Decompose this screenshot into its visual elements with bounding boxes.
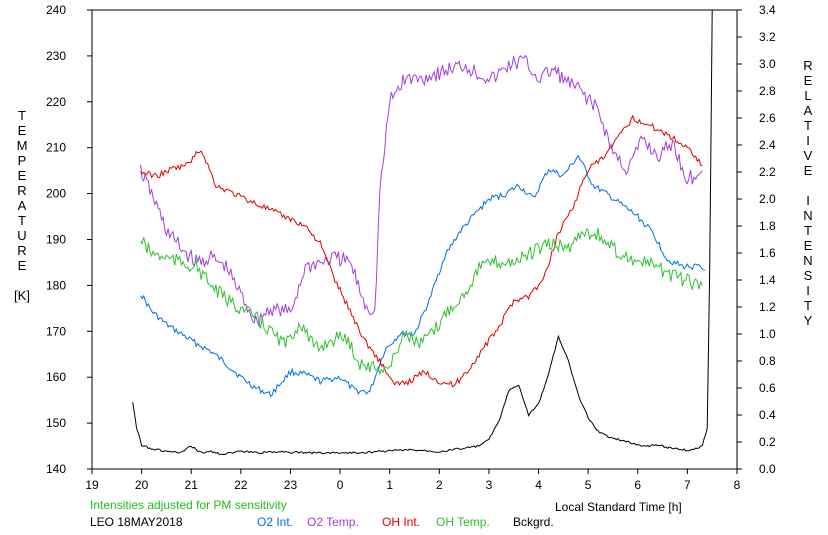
y-right-tick-label: 1.6 bbox=[759, 246, 776, 260]
y-right-tick-label: 0.2 bbox=[759, 435, 776, 449]
series-line-oh-temp bbox=[140, 227, 703, 376]
y-left-tick-label: 170 bbox=[46, 324, 66, 338]
x-tick-label: 7 bbox=[684, 478, 691, 492]
axis-label-letter: V bbox=[803, 148, 813, 163]
y-right-tick-label: 0.0 bbox=[759, 462, 776, 476]
legend-oh-temp: OH Temp. bbox=[436, 515, 490, 529]
axis-label-letter: I bbox=[806, 283, 810, 298]
axis-label-letter: L bbox=[804, 88, 812, 103]
axis-label-letter: T bbox=[18, 108, 26, 123]
y-right-tick-label: 0.8 bbox=[759, 354, 776, 368]
y-right-tick-label: 2.8 bbox=[759, 84, 776, 98]
axis-label-letter: E bbox=[17, 168, 27, 183]
series-line-o2-temp bbox=[140, 54, 703, 328]
y-left-tick-label: 160 bbox=[46, 370, 66, 384]
axis-label-letter: E bbox=[803, 163, 813, 178]
y-left-tick-label: 220 bbox=[46, 95, 66, 109]
axis-label-letter: T bbox=[18, 213, 26, 228]
x-tick-label: 1 bbox=[386, 478, 393, 492]
y-right-tick-label: 2.6 bbox=[759, 111, 776, 125]
y-left-tick-label: 190 bbox=[46, 233, 66, 247]
y-right-tick-label: 1.2 bbox=[759, 300, 776, 314]
axis-label-letter: E bbox=[17, 258, 27, 273]
legend-bckgrd: Bckgrd. bbox=[513, 515, 554, 529]
y-left-tick-label: 200 bbox=[46, 187, 66, 201]
y-right-tick-label: 1.4 bbox=[759, 273, 776, 287]
axis-label-letter: [K] bbox=[14, 288, 30, 303]
y-left-tick-label: 140 bbox=[46, 462, 66, 476]
legend-o2-int: O2 Int. bbox=[257, 515, 294, 529]
axis-label-letter: E bbox=[17, 123, 27, 138]
axis-label-letter: S bbox=[803, 268, 813, 283]
axis-label-letter: T bbox=[804, 298, 812, 313]
y-right-tick-label: 2.2 bbox=[759, 165, 776, 179]
axis-label-letter: E bbox=[803, 238, 813, 253]
series-line-o2-int bbox=[140, 154, 706, 398]
axis-label-letter: Y bbox=[803, 313, 813, 328]
y-right-tick-label: 3.0 bbox=[759, 57, 776, 71]
x-tick-label: 20 bbox=[135, 478, 149, 492]
y-right-tick-label: 3.2 bbox=[759, 30, 776, 44]
axis-label-letter: E bbox=[803, 73, 813, 88]
x-tick-label: 2 bbox=[436, 478, 443, 492]
x-tick-label: 5 bbox=[585, 478, 592, 492]
station-label: LEO 18MAY2018 bbox=[90, 515, 183, 529]
x-tick-label: 23 bbox=[284, 478, 298, 492]
x-tick-label: 21 bbox=[185, 478, 199, 492]
axis-label-letter: I bbox=[806, 193, 810, 208]
axis-label-letter: T bbox=[804, 223, 812, 238]
axis-label-letter: N bbox=[803, 253, 813, 268]
axis-label-letter: R bbox=[17, 183, 27, 198]
axis-label-letter: R bbox=[17, 243, 27, 258]
y-right-tick-label: 2.4 bbox=[759, 138, 776, 152]
y-right-tick-label: 2.0 bbox=[759, 192, 776, 206]
y-axis-left-label: T E M P E R A T U R E [K] bbox=[14, 108, 30, 303]
y-left-tick-label: 180 bbox=[46, 278, 66, 292]
axis-label-letter: T bbox=[804, 118, 812, 133]
axis-label-letter: R bbox=[803, 58, 813, 73]
axis-label-letter: A bbox=[803, 103, 813, 118]
axis-label-letter: U bbox=[17, 228, 27, 243]
x-tick-label: 8 bbox=[734, 478, 741, 492]
sensitivity-note: Intensities adjusted for PM sensitivity bbox=[90, 498, 287, 512]
y-left-tick-label: 240 bbox=[46, 3, 66, 17]
x-axis-label: Local Standard Time [h] bbox=[555, 500, 682, 514]
axis-label-letter: P bbox=[17, 153, 27, 168]
axis-label-letter: N bbox=[803, 208, 813, 223]
axis-label-letter: A bbox=[17, 198, 27, 213]
series-layer bbox=[132, 9, 713, 456]
y-right-tick-label: 0.6 bbox=[759, 381, 776, 395]
y-left-tick-label: 230 bbox=[46, 49, 66, 63]
axes: 19 20 21 22 23 0 1 2 3 4 5 6 7 8140150160170180190200… bbox=[46, 3, 776, 492]
y-right-tick-label: 3.4 bbox=[759, 3, 776, 17]
x-tick-label: 3 bbox=[486, 478, 493, 492]
plot-frame bbox=[91, 9, 738, 470]
y-left-tick-label: 150 bbox=[46, 416, 66, 430]
axis-label-letter: I bbox=[806, 133, 810, 148]
x-tick-label: 19 bbox=[85, 478, 99, 492]
x-tick-label: 4 bbox=[535, 478, 542, 492]
series-line-oh-int bbox=[140, 114, 703, 388]
y-right-tick-label: 1.8 bbox=[759, 219, 776, 233]
series-line-bckgrd bbox=[132, 9, 713, 456]
y-left-tick-label: 210 bbox=[46, 141, 66, 155]
legend-o2-temp: O2 Temp. bbox=[307, 515, 359, 529]
axis-label-letter bbox=[800, 178, 816, 193]
axis-label-letter bbox=[14, 273, 30, 288]
y-right-tick-label: 0.4 bbox=[759, 408, 776, 422]
axis-label-letter: M bbox=[16, 138, 28, 153]
legend-oh-int: OH Int. bbox=[382, 515, 421, 529]
x-tick-label: 6 bbox=[634, 478, 641, 492]
x-tick-label: 0 bbox=[337, 478, 344, 492]
x-tick-label: 22 bbox=[234, 478, 248, 492]
y-right-tick-label: 1.0 bbox=[759, 327, 776, 341]
